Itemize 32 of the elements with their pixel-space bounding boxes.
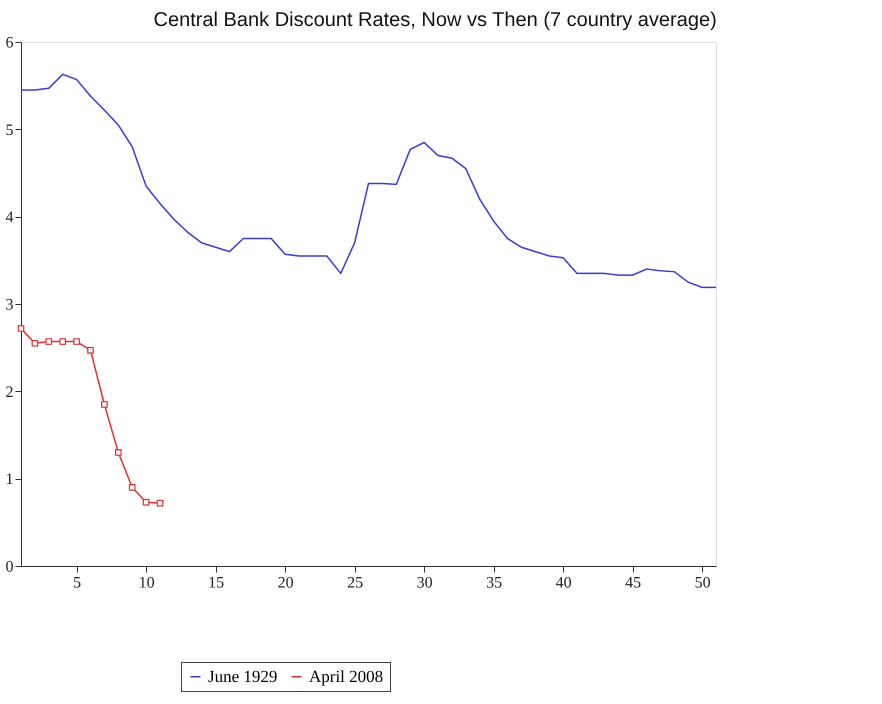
x-tick-label: 35 [486, 574, 502, 592]
point [87, 346, 94, 354]
y-tick-label: 2 [6, 384, 14, 401]
point [73, 338, 80, 345]
x-tick-label: 10 [138, 574, 155, 592]
point [45, 338, 52, 345]
line-series [20, 74, 717, 288]
y-tick-label: 3 [6, 296, 14, 314]
y-tick-label: 5 [6, 122, 14, 139]
x-tick-label: 15 [208, 574, 224, 592]
point [114, 449, 122, 456]
chart-title: Central Bank Discount Rates, Now vs Then (7 country average) [154, 9, 717, 31]
point [59, 338, 66, 345]
x-tick-label: 30 [416, 574, 433, 592]
point [128, 484, 136, 491]
y-tick-label: 1 [6, 471, 14, 488]
point [142, 498, 150, 506]
point [101, 401, 108, 408]
x-tick-label: 5 [73, 574, 82, 592]
point [18, 325, 24, 332]
y-tick-label: 6 [6, 34, 14, 52]
point [156, 500, 164, 506]
y-tick-label: 4 [6, 209, 14, 226]
x-tick-label: 45 [625, 574, 642, 592]
point [32, 340, 38, 347]
legend-label: April 2008 [309, 666, 384, 686]
x-tick-label: 40 [556, 574, 572, 592]
y-tick-label: 0 [6, 558, 14, 576]
x-tick-label: 25 [347, 574, 364, 592]
x-tick-label: 50 [694, 574, 711, 592]
x-tick-label: 20 [278, 574, 294, 592]
legend-label: June 1929 [208, 666, 278, 686]
